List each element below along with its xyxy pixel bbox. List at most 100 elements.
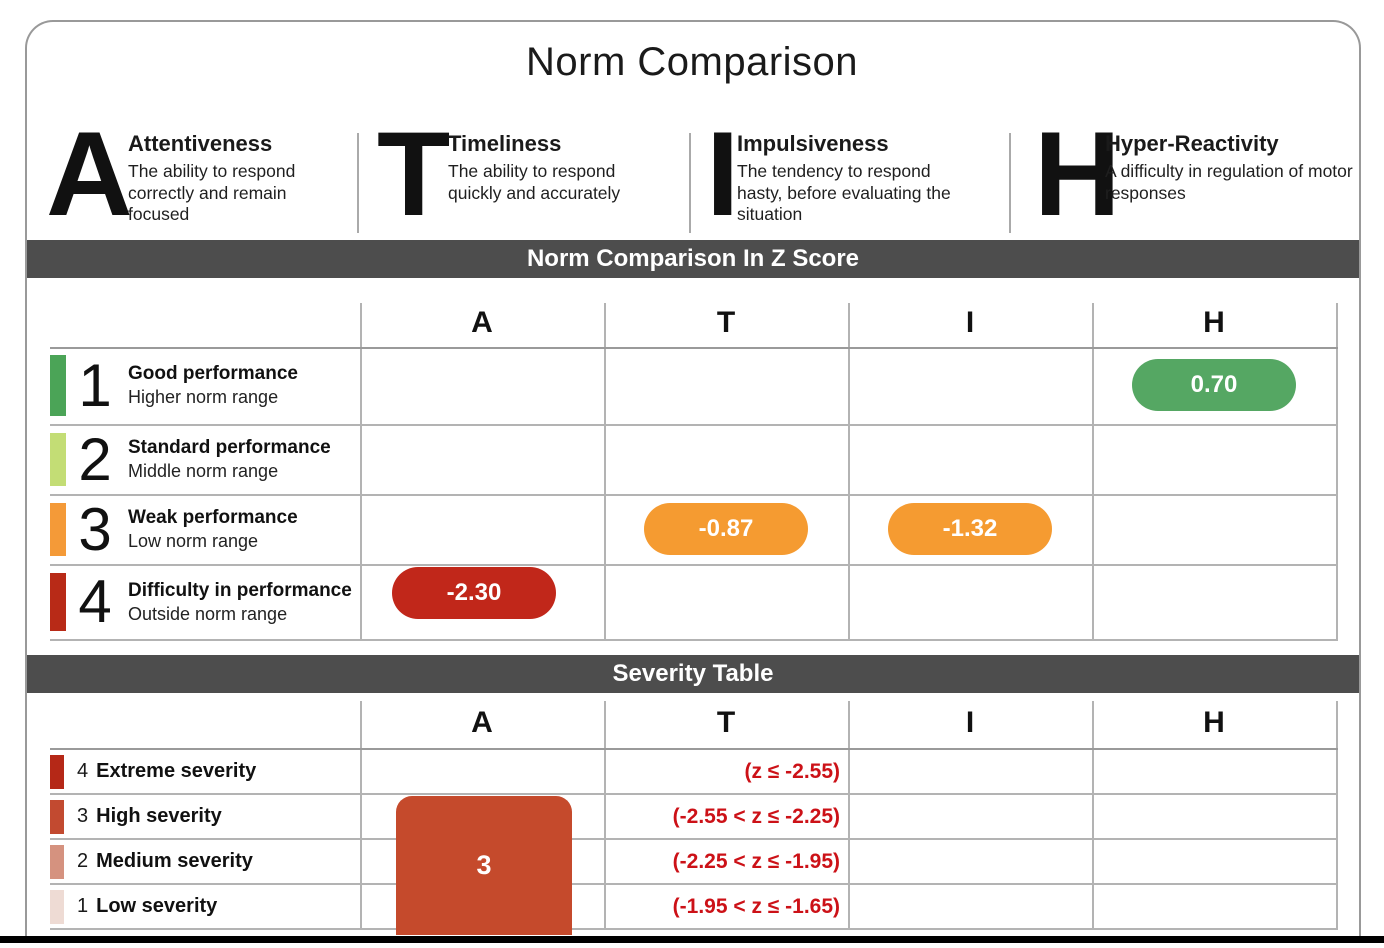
severity-bar-attentiveness: 3 (396, 796, 572, 935)
grid-vline (360, 303, 362, 640)
zscore-column-header-t: T (716, 306, 736, 339)
grid-hline (50, 928, 1338, 930)
zscore-range-extreme: (z ≤ -2.55) (744, 760, 840, 783)
severity-label: Extreme severity (96, 760, 257, 782)
row-color-swatch (50, 754, 64, 789)
grid-vline (848, 701, 850, 928)
grid-hline (50, 424, 1338, 426)
row-color-swatch (50, 844, 64, 879)
legend-item-attentiveness: Attentiveness The ability to respond cor… (128, 131, 333, 226)
severity-label: Medium severity (96, 850, 253, 872)
legend-divider (357, 133, 359, 233)
row-subtitle: Middle norm range (128, 461, 279, 481)
grid-hline (50, 494, 1338, 496)
legend-divider (689, 133, 691, 233)
row-color-swatch (50, 799, 64, 834)
bottom-edge-bar (0, 936, 1384, 943)
grid-vline (1336, 701, 1338, 928)
zscore-column-header-i: I (965, 306, 975, 339)
legend-item-timeliness: Timeliness The ability to respond quickl… (448, 131, 653, 204)
legend-description: The ability to respond quickly and accur… (448, 161, 621, 203)
row-level: 3 (78, 495, 112, 563)
grid-vline (848, 303, 850, 640)
grid-hline (50, 883, 1338, 885)
legend-item-impulsiveness: Impulsiveness The tendency to respond ha… (737, 131, 967, 226)
row-level: 2 (78, 425, 112, 493)
zscore-row-good-performance: 1 Good performance Higher norm range (50, 348, 355, 423)
row-text: Weak performance Low norm range (128, 507, 298, 552)
legend-item-hyper-reactivity: Hyper-Reactivity A difficulty in regulat… (1105, 131, 1355, 204)
row-text: Good performance Higher norm range (128, 363, 298, 408)
page-title: Norm Comparison (525, 40, 859, 84)
legend-name: Hyper-Reactivity (1105, 131, 1279, 156)
legend-letter-timeliness: T (377, 107, 451, 241)
severity-label: Low severity (96, 895, 218, 917)
grid-hline (50, 564, 1338, 566)
row-title: Weak performance (128, 507, 298, 528)
legend-letter-impulsiveness: I (706, 107, 740, 241)
severity-row-medium: 2 Medium severity (50, 840, 355, 883)
grid-vline (1336, 303, 1338, 640)
row-title: Difficulty in performance (128, 579, 352, 601)
row-level: 4 (78, 568, 112, 635)
grid-vline (1092, 303, 1094, 640)
grid-hline (50, 639, 1338, 641)
zscore-column-header-a: A (471, 306, 493, 339)
grid-vline (1092, 701, 1094, 928)
severity-banner: Severity Table (27, 655, 1359, 693)
severity-column-header-a: A (471, 706, 493, 739)
zscore-range-low: (-1.95 < z ≤ -1.65) (672, 895, 840, 918)
row-text: Standard performance Middle norm range (128, 437, 331, 482)
zscore-value-impulsiveness: -1.32 (888, 503, 1052, 555)
row-text: Difficulty in performance Outside norm r… (128, 580, 352, 625)
legend-name: Timeliness (448, 131, 562, 156)
grid-hline (50, 347, 1338, 349)
zscore-row-difficulty-performance: 4 Difficulty in performance Outside norm… (50, 566, 355, 638)
row-color-bar (50, 433, 66, 486)
severity-row-low: 1 Low severity (50, 885, 355, 928)
grid-vline (604, 701, 606, 928)
row-subtitle: Higher norm range (128, 387, 279, 407)
zscore-value-attentiveness: -2.30 (392, 567, 556, 619)
severity-level: 4 (77, 760, 89, 782)
legend-description: The ability to respond correctly and rem… (128, 161, 296, 224)
legend-description: A difficulty in regulation of motor resp… (1105, 161, 1353, 203)
row-title: Good performance (128, 363, 298, 384)
severity-row-extreme: 4 Extreme severity (50, 750, 355, 793)
row-color-bar (50, 573, 66, 631)
grid-vline (360, 701, 362, 928)
legend-name: Impulsiveness (737, 131, 889, 156)
grid-vline (604, 303, 606, 640)
grid-hline (50, 748, 1338, 750)
zscore-range-medium: (-2.25 < z ≤ -1.95) (672, 850, 840, 873)
zscore-banner: Norm Comparison In Z Score (27, 240, 1359, 278)
zscore-value-hyper-reactivity: 0.70 (1132, 359, 1296, 411)
severity-column-header-i: I (965, 706, 975, 739)
row-color-bar (50, 355, 66, 416)
row-level: 1 (78, 351, 112, 419)
severity-column-header-t: T (716, 706, 736, 739)
row-title: Standard performance (128, 437, 331, 458)
severity-level: 1 (77, 895, 89, 917)
grid-hline (50, 838, 1338, 840)
legend-description: The tendency to respond hasty, before ev… (737, 161, 951, 224)
legend-letter-attentiveness: A (46, 107, 133, 241)
legend-name: Attentiveness (128, 131, 273, 156)
row-subtitle: Outside norm range (128, 603, 288, 624)
report-frame (25, 20, 1361, 938)
legend-divider (1009, 133, 1011, 233)
severity-column-header-h: H (1203, 706, 1225, 739)
zscore-range-high: (-2.55 < z ≤ -2.25) (672, 805, 840, 828)
zscore-value-timeliness: -0.87 (644, 503, 808, 555)
zscore-column-header-h: H (1203, 306, 1225, 339)
legend-letter-hyper-reactivity: H (1034, 107, 1121, 241)
severity-row-high: 3 High severity (50, 795, 355, 838)
row-subtitle: Low norm range (128, 531, 259, 551)
grid-hline (50, 793, 1338, 795)
severity-level: 2 (77, 850, 89, 872)
row-color-bar (50, 503, 66, 556)
zscore-row-weak-performance: 3 Weak performance Low norm range (50, 496, 355, 563)
severity-label: High severity (96, 805, 222, 827)
severity-level: 3 (77, 805, 89, 827)
